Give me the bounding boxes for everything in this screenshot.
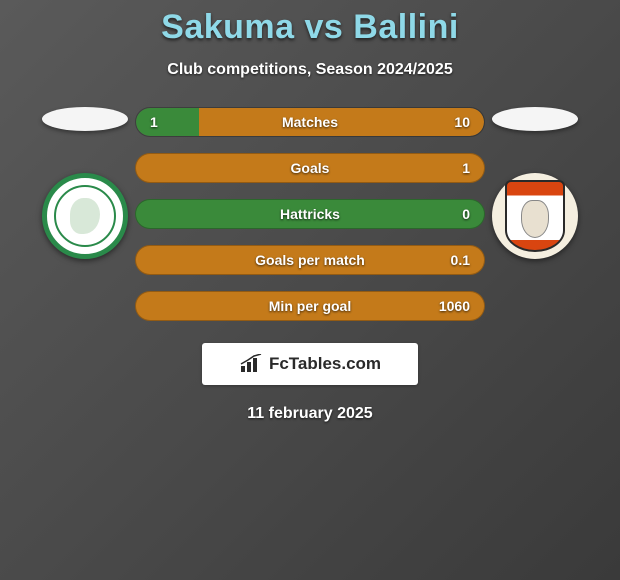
widget-root: Sakuma vs Ballini Club competitions, Sea… (0, 0, 620, 423)
stat-label: Min per goal (269, 298, 351, 314)
stat-right-value: 0.1 (451, 252, 470, 268)
stat-row: Goals 1 (135, 153, 485, 183)
stat-right-value: 1060 (439, 298, 470, 314)
right-club-badge[interactable] (492, 173, 578, 259)
stat-label: Goals per match (255, 252, 365, 268)
brand-text: FcTables.com (269, 354, 381, 374)
stat-right-value: 1 (462, 160, 470, 176)
stat-left-value: 1 (150, 114, 158, 130)
stat-row: Min per goal 1060 (135, 291, 485, 321)
main-row: Matches 1 10 Goals 1 Hattricks 0 Goals per matc… (0, 107, 620, 321)
footer-date: 11 february 2025 (0, 405, 620, 423)
stat-right-fill (199, 108, 484, 136)
stat-label: Matches (282, 114, 338, 130)
brand-box[interactable]: FcTables.com (202, 343, 418, 385)
left-club-badge[interactable] (42, 173, 128, 259)
bird-icon (70, 198, 100, 234)
stat-right-value: 10 (454, 114, 470, 130)
stat-label: Goals (291, 160, 330, 176)
shield-icon (505, 180, 565, 252)
stat-left-fill (136, 108, 199, 136)
stats-column: Matches 1 10 Goals 1 Hattricks 0 Goals per matc… (135, 107, 485, 321)
stats-chart-icon (239, 354, 263, 374)
right-flag-oval (492, 107, 578, 131)
left-column (35, 107, 135, 259)
left-flag-oval (42, 107, 128, 131)
stat-row: Goals per match 0.1 (135, 245, 485, 275)
page-subtitle: Club competitions, Season 2024/2025 (0, 61, 620, 79)
page-title: Sakuma vs Ballini (0, 8, 620, 47)
stat-right-value: 0 (462, 206, 470, 222)
stat-row: Matches 1 10 (135, 107, 485, 137)
stat-row: Hattricks 0 (135, 199, 485, 229)
right-column (485, 107, 585, 259)
stat-label: Hattricks (280, 206, 340, 222)
geylang-badge-inner (54, 185, 116, 247)
